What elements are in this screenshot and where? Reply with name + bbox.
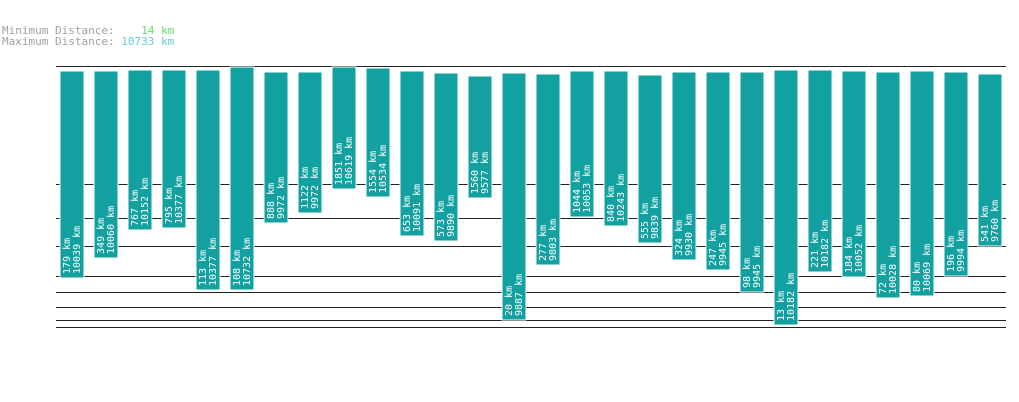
bar-label-top: 80 km (912, 262, 923, 292)
bar-label-top: 72 km (878, 264, 889, 294)
bar-label-bottom: 9930 km (684, 214, 695, 256)
bar (943, 71, 969, 277)
legend-min-value: 14 km (141, 24, 175, 37)
bar-label-top: 541 km (980, 206, 991, 242)
bar (93, 70, 119, 259)
bar-label-bottom: 10091 km (412, 184, 423, 232)
bar (535, 73, 561, 266)
bar-label-bottom: 10732 km (242, 238, 253, 286)
bar-label-bottom: 10052 km (854, 225, 865, 273)
bar (59, 70, 85, 279)
legend-min-row: Minimum Distance: 14 km (2, 25, 174, 36)
bar-label-top: 1122 km (300, 167, 311, 209)
bar-label-top: 1560 km (470, 152, 481, 194)
bar (909, 70, 935, 297)
bar (195, 69, 221, 291)
bar-label-bottom: 10152 km (140, 178, 151, 226)
bar-label-bottom: 10534 km (378, 145, 389, 193)
bar-label-top: 1554 km (368, 151, 379, 193)
bar-label-bottom: 10182 km (786, 273, 797, 321)
bar-label-bottom: 10028 km (888, 246, 899, 294)
bar (977, 73, 1003, 247)
bar (399, 70, 425, 237)
bar (297, 71, 323, 214)
bar-label-bottom: 9803 km (548, 219, 559, 261)
bar-label-bottom: 9972 km (310, 167, 321, 209)
bar (705, 71, 731, 271)
legend-max-label: Maximum Distance: (2, 35, 115, 48)
bar (365, 67, 391, 198)
bar-label-top: 277 km (538, 225, 549, 261)
bar-label-bottom: 9839 km (650, 197, 661, 239)
legend-min-label: Minimum Distance: (2, 24, 115, 37)
bar-label-bottom: 9577 km (480, 152, 491, 194)
legend-max-value: 10733 km (121, 35, 175, 48)
bar (671, 71, 697, 261)
bar (569, 70, 595, 218)
bar (875, 71, 901, 299)
bar-label-top: 555 km (640, 203, 651, 239)
bar-label-top: 184 km (844, 237, 855, 273)
bar (739, 71, 765, 293)
bar-label-bottom: 10039 km (72, 226, 83, 274)
bar-label-bottom: 10619 km (344, 137, 355, 185)
bar (229, 66, 255, 291)
bar (637, 74, 663, 244)
bar (841, 70, 867, 278)
bar-label-bottom: 10377 km (174, 176, 185, 224)
bar-label-top: 767 km (130, 190, 141, 226)
bar-label-top: 888 km (266, 183, 277, 219)
bar (263, 71, 289, 224)
bar-label-bottom: 9945 km (718, 224, 729, 266)
bar (127, 69, 153, 231)
bar-label-bottom: 10182 km (820, 220, 831, 268)
bar (807, 69, 833, 273)
bar (161, 69, 187, 229)
bar (773, 69, 799, 326)
bar-label-bottom: 10053 km (582, 165, 593, 213)
bar-label-top: 573 km (436, 201, 447, 237)
bar-label-top: 13 km (776, 291, 787, 321)
bar-label-bottom: 10069 km (922, 244, 933, 292)
bar (467, 75, 493, 199)
bar-label-bottom: 9760 km (990, 200, 1001, 242)
bar-label-bottom: 9890 km (446, 195, 457, 237)
bar (331, 66, 357, 190)
bar-label-bottom: 9887 km (514, 274, 525, 316)
bar-label-top: 20 km (504, 286, 515, 316)
bar-label-top: 179 km (62, 238, 73, 274)
bar-label-top: 221 km (810, 232, 821, 268)
bar-label-top: 349 km (96, 218, 107, 254)
bar-label-top: 840 km (606, 186, 617, 222)
bar-label-bottom: 9972 km (276, 177, 287, 219)
distance-legend: Minimum Distance: 14 km Maximum Distance… (2, 25, 174, 47)
bar-label-bottom: 10377 km (208, 238, 219, 286)
bar-label-top: 113 km (198, 250, 209, 286)
bar-label-top: 795 km (164, 188, 175, 224)
bar-label-bottom: 9994 km (956, 230, 967, 272)
bar-label-bottom: 10060 km (106, 206, 117, 254)
bar-label-top: 108 km (232, 250, 243, 286)
bars-group: 179 km 10039 km 349 km 10060 km 767 km 10152 … (59, 66, 1003, 326)
bar-label-bottom: 9945 km (752, 246, 763, 288)
bar (433, 72, 459, 242)
bar (501, 72, 527, 321)
bar-label-top: 324 km (674, 220, 685, 256)
bar-label-top: 653 km (402, 196, 413, 232)
bar-label-top: 1044 km (572, 171, 583, 213)
bar (603, 70, 629, 227)
bar-label-top: 98 km (742, 258, 753, 288)
bar-label-top: 247 km (708, 230, 719, 266)
bar-label-bottom: 10243 km (616, 174, 627, 222)
legend-max-row: Maximum Distance: 10733 km (2, 36, 174, 47)
bar-label-top: 196 km (946, 236, 957, 272)
bar-label-top: 1851 km (334, 143, 345, 185)
